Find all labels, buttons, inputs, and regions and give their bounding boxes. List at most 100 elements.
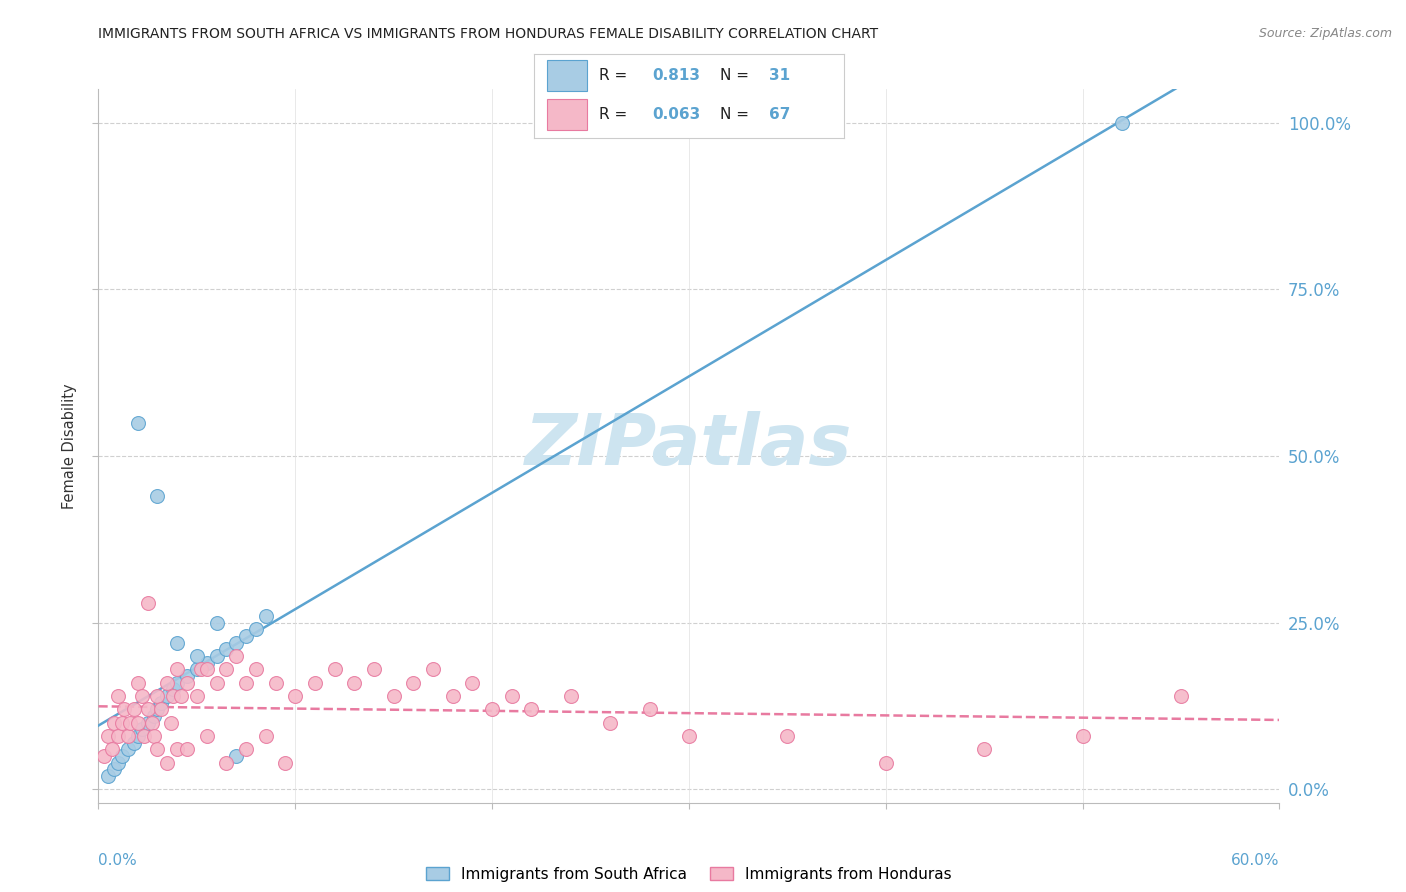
Point — [131, 689, 153, 703]
Point — [638, 702, 661, 716]
Point — [146, 702, 169, 716]
FancyBboxPatch shape — [547, 61, 586, 91]
Point — [205, 675, 228, 690]
Point — [382, 689, 405, 703]
Point — [146, 689, 169, 703]
Point — [122, 736, 145, 750]
Text: N =: N = — [720, 68, 754, 83]
Text: 0.0%: 0.0% — [98, 854, 138, 868]
Point — [875, 756, 897, 770]
Point — [156, 675, 179, 690]
Point — [186, 662, 208, 676]
Point — [156, 756, 179, 770]
Point — [176, 669, 198, 683]
Point — [150, 702, 173, 716]
Point — [678, 729, 700, 743]
Y-axis label: Female Disability: Female Disability — [62, 384, 77, 508]
Text: Source: ZipAtlas.com: Source: ZipAtlas.com — [1258, 27, 1392, 40]
Point — [142, 709, 165, 723]
Point — [97, 729, 120, 743]
Point — [599, 715, 621, 730]
Point — [481, 702, 503, 716]
Point — [186, 649, 208, 664]
Point — [225, 749, 247, 764]
Point — [107, 689, 129, 703]
Text: 0.813: 0.813 — [652, 68, 700, 83]
Point — [176, 675, 198, 690]
Point — [441, 689, 464, 703]
Point — [132, 729, 155, 743]
Point — [190, 662, 212, 676]
Point — [93, 749, 115, 764]
Point — [117, 729, 139, 743]
Point — [166, 675, 188, 690]
Text: 31: 31 — [769, 68, 790, 83]
Point — [111, 749, 134, 764]
Text: 0.063: 0.063 — [652, 107, 700, 122]
Point — [136, 715, 159, 730]
Point — [166, 636, 188, 650]
Point — [343, 675, 366, 690]
Point — [363, 662, 385, 676]
Point — [103, 715, 125, 730]
Legend: Immigrants from South Africa, Immigrants from Honduras: Immigrants from South Africa, Immigrants… — [420, 861, 957, 888]
Point — [215, 642, 238, 657]
Text: R =: R = — [599, 107, 633, 122]
Point — [97, 769, 120, 783]
Point — [136, 702, 159, 716]
Point — [127, 416, 149, 430]
Text: ZIPatlas: ZIPatlas — [526, 411, 852, 481]
Point — [501, 689, 523, 703]
Point — [136, 596, 159, 610]
Text: 67: 67 — [769, 107, 790, 122]
Point — [245, 623, 267, 637]
Point — [112, 702, 135, 716]
Text: 60.0%: 60.0% — [1232, 854, 1279, 868]
Point — [166, 662, 188, 676]
Point — [156, 689, 179, 703]
Text: N =: N = — [720, 107, 754, 122]
Point — [111, 715, 134, 730]
Text: IMMIGRANTS FROM SOUTH AFRICA VS IMMIGRANTS FROM HONDURAS FEMALE DISABILITY CORRE: IMMIGRANTS FROM SOUTH AFRICA VS IMMIGRAN… — [98, 27, 879, 41]
Point — [195, 662, 218, 676]
FancyBboxPatch shape — [547, 99, 586, 130]
Point — [274, 756, 297, 770]
Point — [146, 742, 169, 756]
Point — [205, 649, 228, 664]
Point — [127, 715, 149, 730]
Point — [107, 729, 129, 743]
Point — [162, 689, 184, 703]
Point — [141, 715, 163, 730]
Point — [205, 615, 228, 630]
Point — [254, 729, 277, 743]
Point — [103, 763, 125, 777]
Point — [131, 723, 153, 737]
Point — [127, 729, 149, 743]
Point — [254, 609, 277, 624]
Point — [304, 675, 326, 690]
Point — [1071, 729, 1094, 743]
Point — [235, 629, 257, 643]
Point — [225, 649, 247, 664]
Point — [284, 689, 307, 703]
Point — [101, 742, 124, 756]
Point — [225, 636, 247, 650]
Point — [1111, 115, 1133, 129]
Point — [215, 756, 238, 770]
Point — [117, 742, 139, 756]
Point — [107, 756, 129, 770]
Point — [162, 682, 184, 697]
Point — [245, 662, 267, 676]
Point — [1170, 689, 1192, 703]
Point — [560, 689, 582, 703]
Point — [122, 702, 145, 716]
Point — [264, 675, 287, 690]
Point — [195, 656, 218, 670]
Point — [176, 742, 198, 756]
Point — [127, 675, 149, 690]
Point — [461, 675, 484, 690]
Text: R =: R = — [599, 68, 633, 83]
Point — [235, 742, 257, 756]
Point — [520, 702, 543, 716]
Point — [166, 742, 188, 756]
